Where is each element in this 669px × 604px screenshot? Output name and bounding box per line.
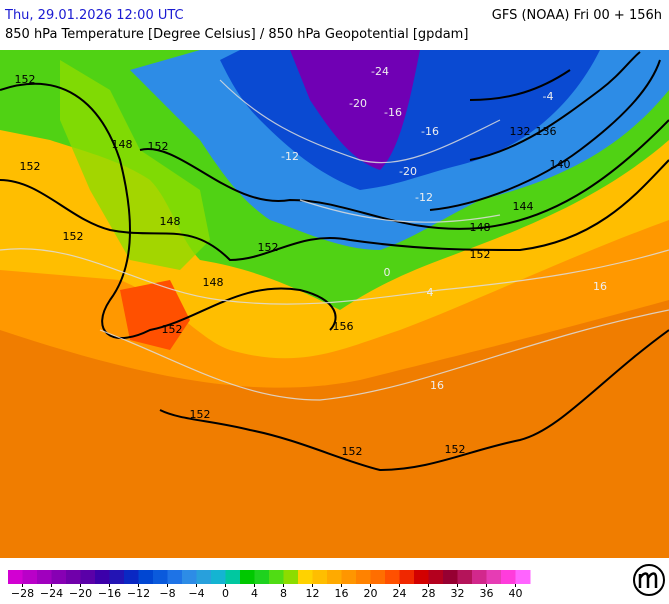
temperature-label: -12: [281, 150, 299, 163]
model: GFS (NOAA) Fri 00 + 156h: [492, 8, 662, 23]
geopotential-label: 148: [470, 221, 491, 234]
colorbar: −28 −24 −20 −16 −12 −8 −4 0 4 8 12 16 20 24 28 32 36 40: [8, 570, 531, 600]
colorbar-swatch: [95, 570, 110, 584]
colorbar-swatch: [138, 570, 154, 584]
colorbar-swatch: [80, 570, 96, 584]
colorbar-swatch: [254, 570, 270, 584]
colorbar-swatch: [312, 570, 328, 584]
colorbar-swatch: [414, 570, 429, 584]
geopotential-label: 144: [513, 200, 534, 213]
colorbar-label: −24: [40, 587, 63, 600]
colorbar-swatch: [370, 570, 386, 584]
colorbar-swatch: [109, 570, 125, 584]
colorbar-swatch: [428, 570, 444, 584]
geopotential-label: 156: [333, 320, 354, 333]
geopotential-label: 152: [445, 443, 466, 456]
colorbar-label: −8: [159, 587, 175, 600]
geopotential-label: 152: [342, 445, 363, 458]
temperature-label: -24: [371, 65, 389, 78]
temperature-label: -4: [543, 90, 554, 103]
colorbar-label: −4: [188, 587, 204, 600]
colorbar-label: 28: [422, 587, 436, 600]
colorbar-swatch: [501, 570, 516, 584]
temperature-label: 0: [384, 266, 391, 279]
colorbar-label: 4: [251, 587, 258, 600]
colorbar-label: −20: [69, 587, 92, 600]
colorbar-swatch: [399, 570, 415, 584]
colorbar-label: −16: [98, 587, 121, 600]
geopotential-label: 152: [162, 323, 183, 336]
colorbar-label: 32: [451, 587, 465, 600]
geopotential-label: 148: [112, 138, 133, 151]
temperature-label: 4: [427, 286, 434, 299]
colorbar-swatch: [356, 570, 371, 584]
colorbar-swatch: [51, 570, 67, 584]
colorbar-swatch: [443, 570, 458, 584]
temperature-label: -20: [399, 165, 417, 178]
geopotential-label: 152: [15, 73, 36, 86]
geopotential-label: 148: [203, 276, 224, 289]
colorbar-swatch: [385, 570, 400, 584]
geopotential-label: 148: [160, 215, 181, 228]
datetime: Thu, 29.01.2026 12:00 UTC: [4, 8, 184, 23]
colorbar-swatch: [196, 570, 212, 584]
colorbar-swatch: [8, 570, 23, 584]
colorbar-label: 36: [480, 587, 494, 600]
colorbar-label: 8: [280, 587, 287, 600]
colorbar-label: 0: [222, 587, 229, 600]
colorbar-label: 24: [393, 587, 407, 600]
geopotential-label: 140: [550, 158, 571, 171]
temperature-label: -16: [384, 106, 402, 119]
colorbar-swatch: [211, 570, 226, 584]
colorbar-swatch: [124, 570, 139, 584]
geopotential-label: 152: [63, 230, 84, 243]
colorbar-swatch: [486, 570, 502, 584]
colorbar-swatch: [66, 570, 81, 584]
colorbar-label: −12: [127, 587, 150, 600]
colorbar-swatch: [22, 570, 38, 584]
colorbar-swatch: [225, 570, 241, 584]
logo: [633, 564, 665, 596]
colorbar-swatch: [182, 570, 197, 584]
geopotential-label: 132: [510, 125, 531, 138]
map: [0, 50, 669, 558]
geopotential-label: 136: [536, 125, 557, 138]
colorbar-label: 16: [335, 587, 349, 600]
geopotential-label: 152: [148, 140, 169, 153]
colorbar-swatch: [240, 570, 255, 584]
colorbar-label: −28: [11, 587, 34, 600]
colorbar-label: 40: [509, 587, 523, 600]
temperature-label: -20: [349, 97, 367, 110]
colorbar-label: 12: [306, 587, 320, 600]
subtitle: 850 hPa Temperature [Degree Celsius] / 8…: [5, 27, 468, 42]
temperature-label: -12: [415, 191, 433, 204]
colorbar-swatch: [37, 570, 52, 584]
geopotential-label: 152: [470, 248, 491, 261]
geopotential-label: 152: [258, 241, 279, 254]
temperature-label: 16: [430, 379, 444, 392]
geopotential-label: 152: [20, 160, 41, 173]
colorbar-swatch: [283, 570, 299, 584]
colorbar-swatch: [269, 570, 284, 584]
geopotential-label: 152: [190, 408, 211, 421]
colorbar-swatch: [327, 570, 342, 584]
colorbar-swatch: [457, 570, 473, 584]
colorbar-swatch: [153, 570, 168, 584]
colorbar-swatch: [472, 570, 487, 584]
colorbar-label: 20: [364, 587, 378, 600]
colorbar-swatch: [341, 570, 357, 584]
colorbar-swatch: [167, 570, 183, 584]
colorbar-swatch: [298, 570, 313, 584]
temperature-label: 16: [593, 280, 607, 293]
colorbar-swatch: [515, 570, 531, 584]
temperature-label: -16: [421, 125, 439, 138]
